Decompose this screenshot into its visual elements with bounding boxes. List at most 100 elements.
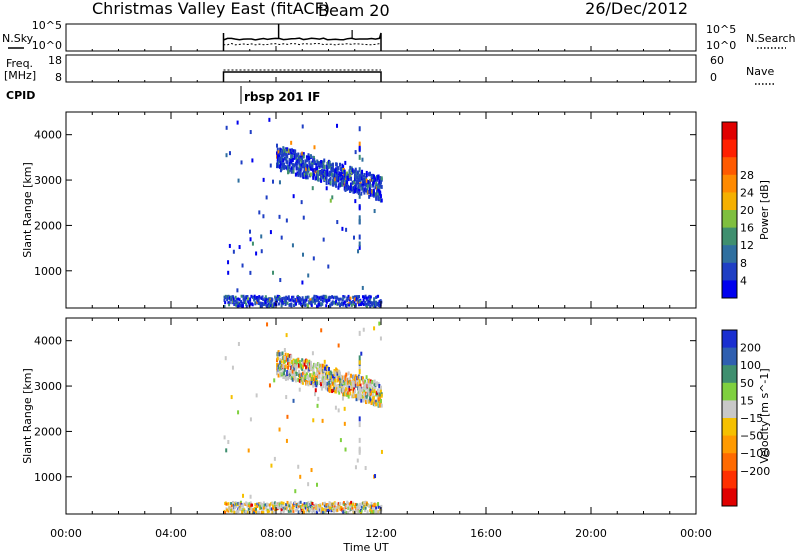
- echo-cell: [315, 294, 318, 298]
- echo-cell: [320, 163, 323, 168]
- echo-cell: [227, 439, 230, 444]
- echo-cell: [319, 510, 322, 514]
- echo-cell: [345, 505, 348, 509]
- echo-cell: [353, 180, 356, 185]
- echo-cell: [276, 299, 278, 303]
- echo-cell: [281, 504, 284, 508]
- echo-cell: [368, 504, 371, 508]
- echo-cell: [348, 298, 351, 302]
- echo-cell: [297, 377, 300, 382]
- echo-cell: [314, 388, 317, 393]
- echo-cell: [277, 350, 280, 355]
- echo-cell: [373, 389, 376, 394]
- echo-cell: [290, 302, 293, 306]
- echo-cell: [354, 394, 357, 399]
- echo-cell: [249, 501, 252, 505]
- echo-cell: [269, 298, 272, 302]
- echo-cell: [289, 363, 292, 368]
- echo-cell: [346, 511, 349, 515]
- echo-cell: [350, 301, 353, 305]
- echo-cell: [265, 195, 268, 200]
- echo-cell: [301, 503, 304, 507]
- echo-cell: [363, 505, 366, 509]
- echo-cell: [224, 511, 227, 515]
- echo-cell: [246, 504, 249, 508]
- echo-cell: [301, 160, 304, 165]
- echo-cell: [295, 157, 298, 162]
- echo-cell: [285, 300, 288, 304]
- echo-cell: [279, 358, 282, 363]
- echo-cell: [288, 158, 291, 163]
- echo-cell: [336, 220, 339, 225]
- echo-cell: [269, 163, 272, 168]
- echo-cell: [358, 244, 361, 250]
- echo-cell: [307, 376, 310, 381]
- echo-cell: [307, 153, 310, 158]
- echo-cell: [311, 502, 314, 506]
- echo-cell: [336, 378, 339, 383]
- echo-cell: [312, 383, 315, 388]
- echo-cell: [294, 501, 297, 505]
- echo-cell: [364, 400, 367, 405]
- echo-cell: [331, 162, 334, 167]
- echo-cell: [335, 299, 338, 303]
- echo-cell: [322, 508, 325, 512]
- echo-cell: [376, 388, 379, 393]
- echo-cell: [249, 505, 252, 509]
- echo-cell: [255, 510, 258, 514]
- echo-cell: [373, 209, 376, 214]
- echo-cell: [354, 167, 357, 172]
- echo-cell: [337, 387, 340, 392]
- echo-cell: [326, 365, 329, 370]
- echo-cell: [251, 158, 254, 163]
- echo-cell: [349, 296, 352, 300]
- echo-cell: [334, 177, 337, 182]
- echo-cell: [313, 374, 316, 379]
- echo-cell: [291, 377, 294, 382]
- echo-cell: [308, 301, 311, 305]
- echo-cell: [365, 173, 368, 178]
- echo-cell: [227, 502, 230, 506]
- echo-cell: [276, 371, 278, 376]
- echo-cell: [355, 182, 358, 187]
- echo-cell: [348, 303, 351, 307]
- echo-cell: [301, 280, 304, 285]
- echo-cell: [235, 301, 238, 305]
- echo-cell: [253, 508, 256, 512]
- echo-cell: [325, 304, 328, 308]
- echo-cell: [373, 305, 376, 309]
- echo-cell: [296, 362, 299, 367]
- echo-cell: [362, 392, 365, 397]
- echo-cell: [360, 509, 363, 513]
- echo-cell: [379, 385, 382, 390]
- echo-cell: [346, 298, 349, 302]
- echo-cell: [335, 384, 338, 389]
- echo-cell: [266, 304, 269, 308]
- echo-cell: [345, 372, 348, 377]
- echo-cell: [298, 369, 301, 374]
- echo-cell: [360, 183, 363, 188]
- echo-cell: [368, 299, 371, 303]
- echo-cell: [335, 183, 338, 188]
- echo-cell: [374, 177, 377, 182]
- echo-cell: [321, 507, 324, 511]
- echo-cell: [333, 509, 336, 513]
- echo-cell: [334, 378, 337, 383]
- echo-cell: [276, 294, 279, 298]
- echo-cell: [277, 164, 280, 169]
- echo-cell: [289, 373, 292, 378]
- echo-cell: [300, 163, 303, 168]
- echo-cell: [226, 298, 229, 302]
- echo-cell: [361, 169, 364, 174]
- echo-cell: [247, 504, 250, 508]
- echo-cell: [341, 502, 344, 506]
- echo-cell: [286, 301, 289, 305]
- echo-cell: [230, 502, 233, 506]
- echo-cell: [311, 164, 314, 169]
- noise-panel: N.Sky N.Search 10^5 10^0 10^5 10^0: [2, 19, 796, 52]
- echo-cell: [264, 297, 267, 301]
- velocity-colorbar-tick: 200: [740, 342, 761, 355]
- echo-cell: [365, 395, 368, 400]
- echo-cell: [342, 388, 345, 393]
- echo-cell: [322, 160, 325, 165]
